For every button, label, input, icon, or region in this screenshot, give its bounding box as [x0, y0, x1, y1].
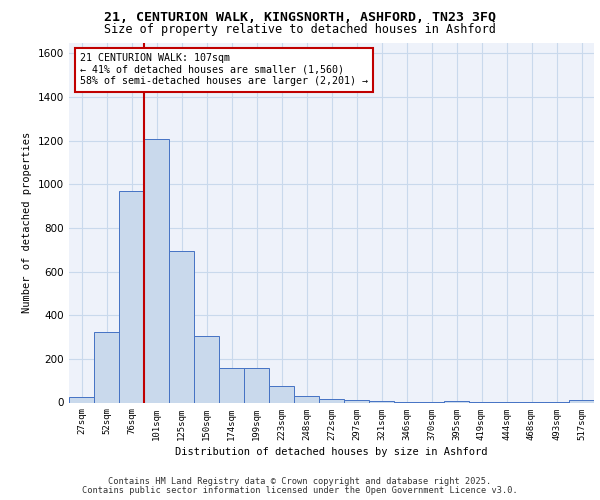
Bar: [294, 396, 319, 402]
Bar: [344, 400, 369, 402]
Text: Contains HM Land Registry data © Crown copyright and database right 2025.: Contains HM Land Registry data © Crown c…: [109, 477, 491, 486]
Bar: [319, 399, 344, 402]
Text: Contains public sector information licensed under the Open Government Licence v3: Contains public sector information licen…: [82, 486, 518, 495]
Bar: [269, 386, 294, 402]
Bar: [219, 368, 244, 402]
Bar: [244, 368, 269, 402]
Text: Size of property relative to detached houses in Ashford: Size of property relative to detached ho…: [104, 22, 496, 36]
Bar: [94, 332, 119, 402]
Y-axis label: Number of detached properties: Number of detached properties: [22, 132, 32, 313]
X-axis label: Distribution of detached houses by size in Ashford: Distribution of detached houses by size …: [175, 446, 488, 456]
Bar: [194, 336, 219, 402]
Bar: [169, 251, 194, 402]
Text: 21 CENTURION WALK: 107sqm
← 41% of detached houses are smaller (1,560)
58% of se: 21 CENTURION WALK: 107sqm ← 41% of detac…: [79, 54, 367, 86]
Bar: [144, 138, 169, 402]
Text: 21, CENTURION WALK, KINGSNORTH, ASHFORD, TN23 3FQ: 21, CENTURION WALK, KINGSNORTH, ASHFORD,…: [104, 11, 496, 24]
Bar: [569, 400, 594, 402]
Bar: [119, 191, 144, 402]
Bar: [69, 397, 94, 402]
